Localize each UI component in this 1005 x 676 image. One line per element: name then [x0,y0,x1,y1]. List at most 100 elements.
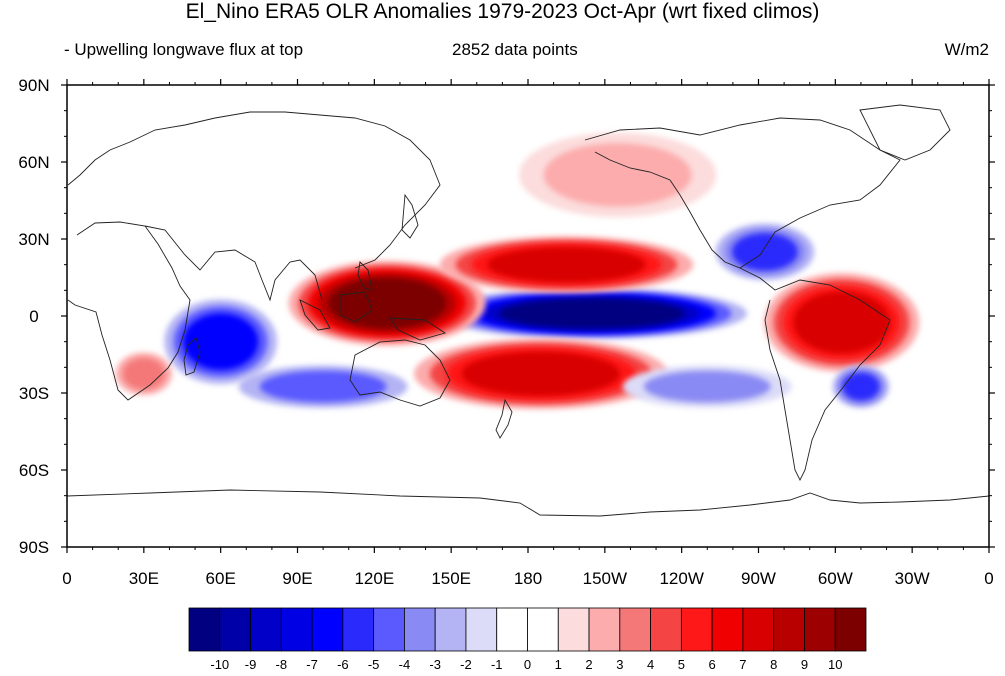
colorbar-swatch [680,607,713,652]
units-label: W/m2 [944,40,989,59]
colorbar-swatch [311,607,344,652]
lat-label: 60S [19,461,49,480]
coast-eurasia [67,111,441,269]
lon-label: 30W [895,569,930,588]
anomaly-contour [183,313,259,370]
coast-new-zealand [495,398,513,439]
coast-philippines [357,261,373,291]
anomaly-contour [487,247,646,283]
anomaly-contour [793,291,891,354]
latitude-axis: 90N 60N 30N 0 30S 60S 90S [18,76,995,557]
coast-japan [401,193,419,239]
colorbar-swatch [527,607,559,652]
anomaly-region [414,338,668,410]
coast-new-guinea [389,317,447,341]
coastlines [67,104,989,517]
lat-label: 30N [18,230,49,249]
lon-label: 0 [62,569,71,588]
anomaly-region [715,223,815,281]
anomaly-region [832,365,890,408]
subtitle-variable: - Upwelling longwave flux at top [64,40,304,59]
lon-label: 180 [514,569,542,588]
anomaly-fields [115,132,920,410]
colorbar-label: 6 [709,657,716,672]
anomaly-region [519,132,717,218]
subtitle-count: 2852 data points [452,40,578,59]
colorbar-swatch [711,607,744,652]
anomaly-region [238,365,408,408]
colorbar-label: -10 [210,657,229,672]
colorbar-swatch [404,607,436,652]
colorbar-swatch [342,607,375,652]
lat-label: 90N [18,76,49,95]
anomaly-region [437,288,747,339]
colorbar-swatch [373,607,405,652]
coast-south-asia [144,225,323,302]
anomaly-region [622,365,792,408]
colorbar-label: -7 [306,657,318,672]
coast-north-america [584,117,901,269]
coast-australia [349,339,451,407]
lat-label: 30S [19,384,49,403]
colorbar-swatch [588,607,621,652]
anomaly-contour [842,372,880,401]
anomaly-contour [461,351,621,396]
anomaly-contour [327,277,447,329]
lat-label: 90S [19,538,49,557]
colorbar-label: 5 [678,657,685,672]
colorbar-label: 3 [616,657,623,672]
colorbar-swatch [773,607,805,652]
lat-label: 60N [18,153,49,172]
colorbar-label: 1 [555,657,562,672]
lon-label: 90E [282,569,312,588]
colorbar-label: -8 [276,657,288,672]
anomaly-contour [122,357,165,390]
anomaly-contour [499,298,685,329]
colorbar-swatch [496,607,528,652]
colorbar-label: 8 [770,657,777,672]
anomaly-region [164,299,278,385]
coast-greenland [859,104,951,161]
colorbar-label: 4 [647,657,654,672]
colorbar-swatch [557,607,590,652]
anomaly-region [764,273,920,372]
anomaly-contour [543,143,692,207]
colorbar-label: 0 [524,657,531,672]
lon-label: 30E [129,569,159,588]
colorbar-label: -1 [491,657,503,672]
colorbar-swatch [219,607,251,652]
colorbar-label: -4 [399,657,411,672]
colorbar-swatch [742,607,775,652]
colorbar-swatch [804,607,836,652]
colorbar-swatch [280,607,313,652]
lon-label: 120E [354,569,394,588]
lat-label: 0 [29,307,38,326]
colorbar-label: -3 [429,657,441,672]
colorbar-swatch [619,607,651,652]
colorbar-label: -2 [460,657,472,672]
lon-label: 150W [583,569,627,588]
colorbar-label: -9 [245,657,257,672]
anomaly-contour [643,370,771,403]
longitude-axis: 0 30E 60E 90E 120E 150E 180 150W 120W 90W 60W 30W 0 [62,79,994,588]
anomaly-region [115,352,173,395]
colorbar-swatch [465,607,498,652]
lon-label: 60W [818,569,853,588]
colorbar-swatch [250,607,282,652]
lon-label: 0 [984,569,993,588]
lon-label: 60E [206,569,236,588]
colorbar-label: -6 [337,657,349,672]
anomaly-contour [732,233,798,271]
colorbar-swatch [188,607,221,652]
colorbar-label: 7 [739,657,746,672]
colorbar: -10 -9 -8 -7 -6 -5 -4 -3 -2 -1 0 1 2 3 4 5 6 7 8 9 10 [188,607,867,672]
anomaly-region [288,260,486,346]
anomaly-region [439,236,694,293]
chart-title: El_Nino ERA5 OLR Anomalies 1979-2023 Oct… [185,0,820,23]
coast-sumatra [299,299,331,331]
colorbar-label: 9 [801,657,808,672]
colorbar-label: -5 [368,657,380,672]
lon-label: 90W [741,569,776,588]
lon-label: 120W [659,569,703,588]
colorbar-label: 2 [585,657,592,672]
